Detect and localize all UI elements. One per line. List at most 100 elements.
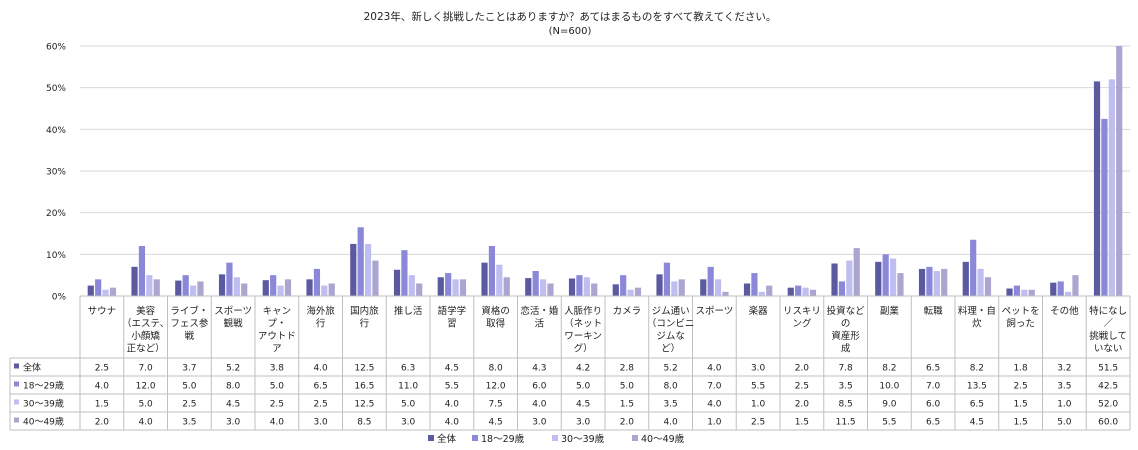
category-label: 資格の取得: [481, 305, 510, 330]
table-cell: 4.0: [313, 364, 328, 374]
bar: [1072, 275, 1079, 296]
y-tick-label: 0%: [52, 293, 67, 303]
row-swatch: [14, 399, 19, 405]
table-cell: 3.0: [532, 418, 547, 428]
table-cell: 5.5: [882, 418, 896, 428]
grid: [80, 45, 1130, 255]
bar: [984, 277, 992, 296]
table-cell: 12.5: [354, 364, 374, 374]
y-axis: 0% 10% 20% 30% 40% 50% 60%: [46, 43, 66, 303]
category-label: サウナ: [88, 306, 117, 317]
bar: [328, 283, 335, 296]
bar: [795, 285, 802, 296]
bar: [707, 266, 714, 296]
bar: [634, 287, 642, 296]
bar: [846, 260, 853, 296]
table-cell: 3.5: [182, 418, 196, 428]
bar: [306, 279, 313, 296]
bar: [743, 283, 751, 296]
bar: [401, 250, 408, 296]
bar: [977, 268, 984, 296]
table-cell: 5.0: [138, 400, 153, 410]
table-cell: 4.0: [445, 400, 460, 410]
bar: [1021, 289, 1028, 296]
bar: [189, 285, 197, 296]
bar: [408, 275, 415, 296]
table-cell: 12.0: [136, 382, 156, 392]
bar: [882, 254, 889, 296]
category-label: スポーツ: [695, 306, 733, 317]
table-cell: 4.0: [707, 364, 722, 374]
bar: [970, 239, 977, 296]
table-cell: 8.5: [838, 400, 852, 410]
table-cell: 5.0: [182, 382, 197, 392]
bar: [678, 279, 685, 296]
bar: [1013, 285, 1021, 296]
bar: [321, 285, 328, 296]
bar: [1101, 118, 1108, 297]
y-tick-label: 30%: [46, 168, 66, 178]
bar: [853, 248, 860, 296]
table-cell: 4.5: [226, 400, 240, 410]
bar: [897, 273, 904, 296]
table-cell: 1.0: [707, 418, 722, 428]
table-cell: 8.2: [970, 364, 984, 374]
bar: [620, 275, 627, 296]
bars: [87, 46, 1123, 297]
table-cell: 2.0: [795, 400, 810, 410]
table-cell: 1.5: [1013, 418, 1027, 428]
bar: [284, 279, 292, 296]
legend-swatch: [552, 435, 558, 441]
bar: [1093, 81, 1101, 297]
bar: [766, 285, 773, 296]
table-cell: 5.0: [270, 382, 285, 392]
table-cell: 2.5: [795, 382, 809, 392]
bar: [1028, 289, 1035, 296]
bar: [393, 269, 401, 296]
category-label: 推し活: [394, 305, 423, 317]
table-cell: 7.0: [926, 382, 941, 392]
bar: [612, 284, 619, 296]
table-cell: 2.0: [95, 418, 110, 428]
table-cell: 3.5: [663, 400, 677, 410]
table-cell: 2.5: [313, 400, 327, 410]
legend-swatch: [428, 435, 434, 441]
category-label: リスキリング: [783, 306, 821, 330]
bar: [262, 280, 269, 296]
table-cell: 4.0: [95, 382, 110, 392]
bar: [1116, 46, 1123, 296]
bar: [751, 273, 758, 296]
bar: [95, 279, 102, 296]
row-swatch: [14, 417, 19, 423]
bar: [926, 266, 933, 296]
table-cell: 2.5: [270, 400, 284, 410]
bar: [357, 227, 364, 296]
bar: [722, 291, 729, 296]
category-label: 料理・自炊: [958, 305, 996, 330]
bar: [889, 258, 897, 296]
table-cell: 6.0: [926, 400, 941, 410]
bar: [452, 279, 459, 296]
table-cell: 3.5: [838, 382, 852, 392]
table-cell: 5.0: [620, 382, 635, 392]
bar: [539, 279, 547, 296]
bar: [416, 283, 423, 296]
table-cell: 5.2: [663, 364, 677, 374]
table-cell: 2.5: [1013, 382, 1027, 392]
bar: [933, 271, 940, 296]
table-cell: 3.5: [1057, 382, 1071, 392]
bar: [197, 281, 204, 296]
bar: [437, 277, 444, 296]
category-label: 語学学習: [438, 305, 467, 330]
y-tick-label: 40%: [46, 126, 66, 136]
table-cell: 6.5: [313, 382, 327, 392]
y-tick-label: 60%: [46, 43, 66, 53]
bar: [831, 263, 838, 296]
row-label: 40～49歳: [23, 416, 64, 428]
bar: [583, 277, 590, 296]
bar: [1006, 288, 1013, 296]
bar: [962, 261, 969, 296]
table-cell: 42.5: [1098, 382, 1118, 392]
bar: [809, 289, 817, 296]
bar: [175, 280, 182, 296]
